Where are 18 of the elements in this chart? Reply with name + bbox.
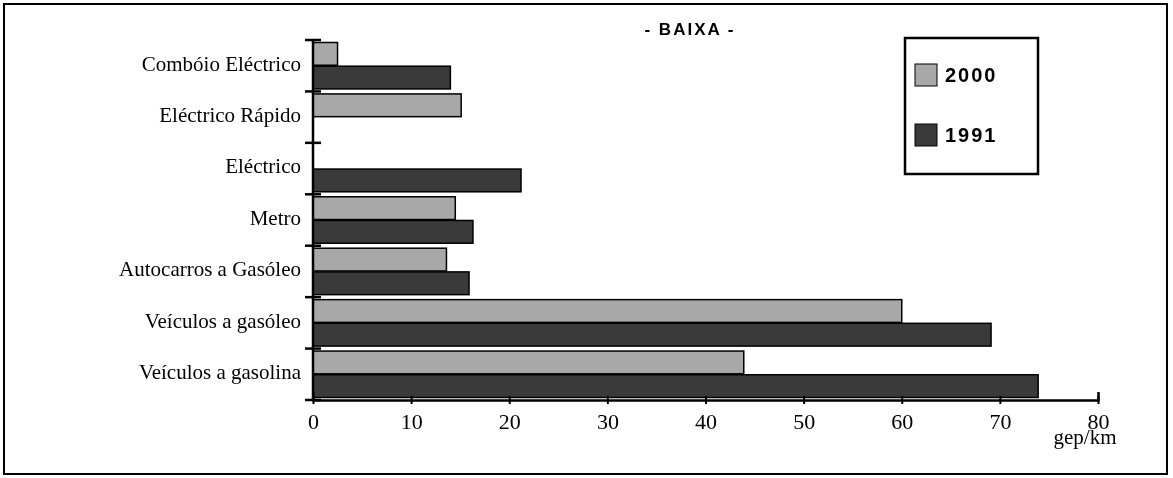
x-tick-label: 60 [891,409,914,435]
x-tick-label: 20 [498,409,521,435]
x-tick-label: 30 [596,409,619,435]
y-tick-label: Metro [249,205,301,230]
legend-label: 1991 [945,124,998,146]
y-tick-label: Eléctrico [225,154,301,179]
y-tick-label: Eléctrico Rápido [159,102,301,127]
y-tick-label: Combóio Eléctrico [141,51,301,76]
y-tick-label: Autocarros a Gasóleo [119,257,301,282]
y-tick-label: Veículos a gasóleo [144,308,301,333]
x-tick-label: 70 [989,409,1012,435]
chart-title: - BAIXA - [644,20,736,39]
x-tick-label: 0 [308,409,319,435]
x-tick-label: 50 [793,409,816,435]
x-tick-label: 40 [695,409,717,435]
legend-label: 2000 [945,64,998,86]
y-tick-label: Veículos a gasolina [138,360,302,385]
x-tick-label: 10 [400,409,423,435]
